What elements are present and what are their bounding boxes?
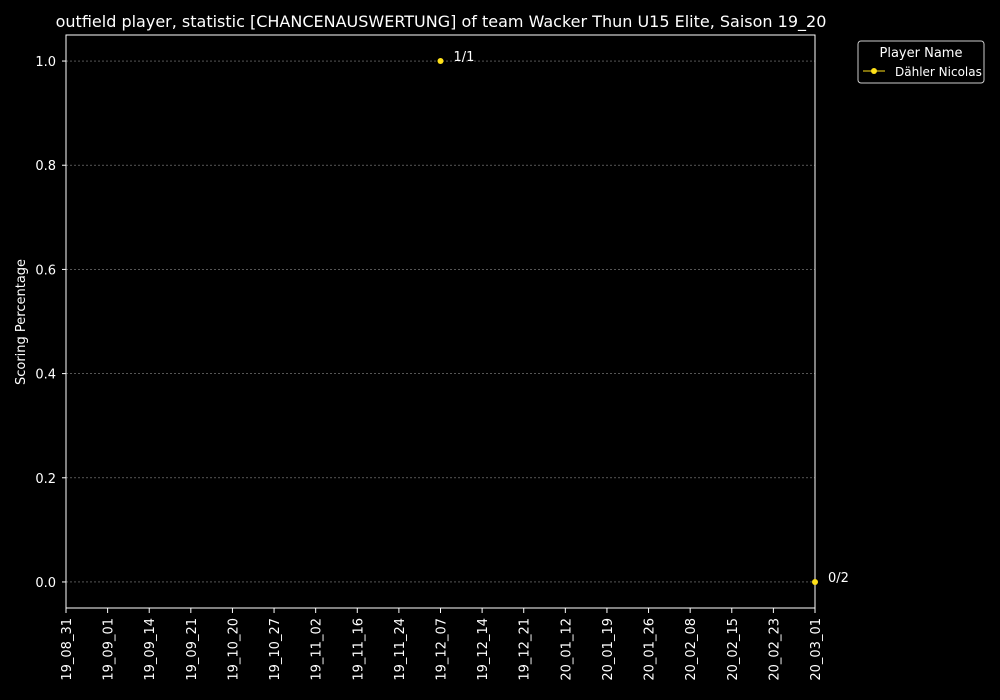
- plot-area: [65, 34, 816, 609]
- y-axis-label: Scoring Percentage: [14, 259, 29, 385]
- x-tick-label: 19_12_21: [518, 618, 533, 681]
- x-tick-label: 20_02_08: [684, 618, 699, 681]
- series-group: 1/1 0/2: [437, 50, 849, 586]
- x-tick-label: 20_03_01: [809, 618, 824, 681]
- y-tick-label: 0.6: [35, 263, 56, 278]
- x-tick-label: 20_01_12: [559, 618, 574, 681]
- chart-title: outfield player, statistic [CHANCENAUSWE…: [56, 12, 827, 32]
- y-tick-label: 0.8: [35, 159, 56, 174]
- y-tick-label: 0.0: [35, 576, 56, 591]
- x-axis: 19_08_31 19_09_01 19_09_14 19_09_21 19_10_20…: [60, 608, 824, 681]
- x-tick-label: 19_11_16: [351, 618, 366, 681]
- x-tick-label: 19_10_27: [268, 618, 283, 681]
- x-tick-label: 20_02_23: [767, 618, 782, 681]
- x-tick-label: 19_12_14: [476, 618, 491, 681]
- legend-entry-label: Dähler Nicolas: [895, 65, 982, 79]
- x-tick-label: 20_01_19: [601, 618, 616, 681]
- gridlines: [66, 60, 815, 583]
- x-tick-label: 20_01_26: [643, 618, 658, 681]
- legend-point-marker: [871, 68, 877, 74]
- y-tick-label: 1.0: [35, 55, 56, 70]
- legend: Player Name Dähler Nicolas: [857, 40, 985, 84]
- x-tick-label: 20_02_15: [726, 618, 741, 681]
- y-tick-label: 0.2: [35, 472, 56, 487]
- x-tick-label: 19_09_21: [185, 618, 200, 681]
- x-tick-label: 19_09_01: [102, 618, 117, 681]
- x-tick-label: 19_12_07: [435, 618, 450, 681]
- x-tick-label: 19_11_24: [393, 618, 408, 681]
- legend-box: [857, 40, 985, 84]
- y-axis: 0.0 0.2 0.4 0.6 0.8 1.0: [35, 55, 66, 591]
- x-tick-label: 19_10_20: [226, 618, 241, 681]
- y-tick-label: 0.4: [35, 368, 56, 383]
- data-point-label: 1/1: [454, 50, 475, 65]
- x-tick-label: 19_08_31: [60, 618, 75, 681]
- data-point: [812, 578, 818, 585]
- x-tick-label: 19_09_14: [143, 618, 158, 681]
- data-point: [437, 58, 444, 65]
- legend-title: Player Name: [880, 46, 963, 61]
- x-tick-label: 19_11_02: [310, 618, 325, 681]
- data-point-label: 0/2: [828, 571, 849, 586]
